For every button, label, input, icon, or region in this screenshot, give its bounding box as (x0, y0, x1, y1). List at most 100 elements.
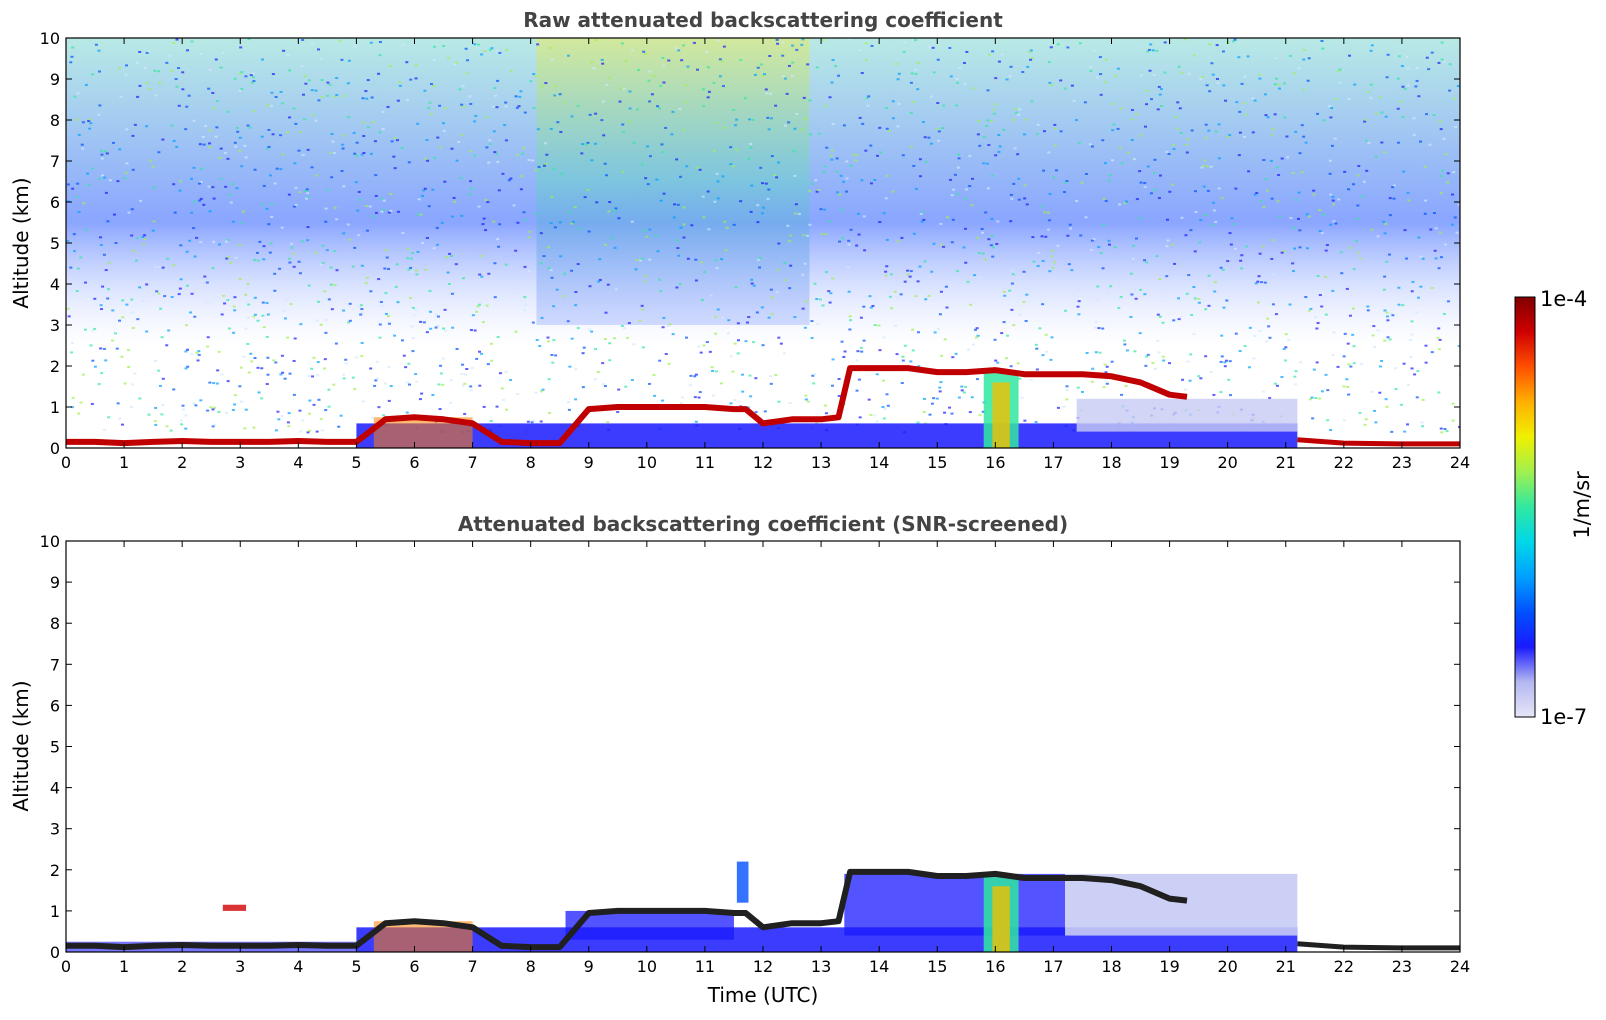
raw-noise-speckle (990, 217, 994, 220)
raw-noise-speckle (267, 128, 271, 131)
raw-noise-speckle (1157, 351, 1161, 354)
raw-noise-speckle (1336, 365, 1340, 368)
raw-noise-speckle (1423, 212, 1427, 215)
raw-noise-speckle (1305, 213, 1309, 216)
raw-noise-speckle (240, 71, 244, 74)
raw-noise-speckle (1427, 68, 1431, 71)
raw-noise-speckle (1420, 421, 1424, 424)
raw-noise-speckle (215, 382, 219, 385)
raw-noise-speckle (1224, 359, 1228, 362)
raw-noise-speckle (396, 210, 400, 213)
raw-noise-speckle (455, 61, 459, 64)
raw-noise-speckle (1209, 371, 1213, 374)
raw-noise-speckle (1273, 382, 1277, 385)
raw-noise-speckle (1000, 332, 1004, 335)
raw-noise-speckle (993, 338, 997, 341)
raw-noise-speckle (936, 101, 940, 104)
raw-noise-speckle (509, 379, 513, 382)
raw-noise-speckle (266, 373, 270, 376)
raw-noise-speckle (1111, 159, 1115, 162)
raw-noise-speckle (1174, 278, 1178, 281)
raw-noise-speckle (300, 240, 304, 243)
raw-noise-speckle (1012, 182, 1016, 185)
raw-noise-speckle (997, 133, 1001, 136)
raw-noise-speckle (125, 128, 129, 131)
raw-noise-speckle (1194, 210, 1198, 213)
raw-noise-speckle (487, 272, 491, 275)
raw-noise-speckle (238, 136, 242, 139)
raw-noise-speckle (699, 351, 703, 354)
raw-noise-speckle (1294, 383, 1298, 386)
raw-noise-speckle (429, 327, 433, 330)
raw-noise-speckle (992, 108, 996, 111)
raw-noise-speckle (1168, 190, 1172, 193)
raw-noise-speckle (770, 313, 774, 316)
raw-noise-speckle (239, 366, 243, 369)
raw-noise-speckle (1412, 134, 1416, 137)
raw-noise-speckle (1347, 393, 1351, 396)
raw-noise-speckle (1009, 65, 1013, 68)
raw-noise-speckle (1002, 321, 1006, 324)
raw-noise-speckle (1044, 333, 1048, 336)
raw-noise-speckle (939, 290, 943, 293)
raw-noise-speckle (325, 249, 329, 252)
screened-x-tick-label: 5 (351, 957, 361, 976)
raw-noise-speckle (1302, 88, 1306, 91)
raw-noise-speckle (420, 194, 424, 197)
raw-noise-speckle (311, 113, 315, 116)
raw-noise-speckle (765, 92, 769, 95)
raw-noise-speckle (299, 430, 303, 433)
raw-noise-speckle (387, 211, 391, 214)
raw-noise-speckle (1207, 129, 1211, 132)
raw-noise-speckle (416, 122, 420, 125)
raw-noise-speckle (246, 342, 250, 345)
raw-noise-speckle (441, 383, 445, 386)
raw-noise-speckle (650, 93, 654, 96)
raw-noise-speckle (326, 188, 330, 191)
raw-noise-speckle (757, 258, 761, 261)
raw-noise-speckle (70, 406, 74, 409)
raw-noise-speckle (535, 339, 539, 342)
raw-noise-speckle (756, 204, 760, 207)
raw-noise-speckle (736, 322, 740, 325)
raw-noise-speckle (321, 429, 325, 432)
raw-noise-speckle (903, 344, 907, 347)
raw-noise-speckle (233, 296, 237, 299)
raw-noise-speckle (993, 103, 997, 106)
raw-noise-speckle (1410, 333, 1414, 336)
raw-noise-speckle (1261, 390, 1265, 393)
raw-noise-speckle (407, 161, 411, 164)
raw-noise-speckle (1158, 174, 1162, 177)
raw-noise-speckle (1090, 380, 1094, 383)
raw-noise-speckle (945, 216, 949, 219)
raw-noise-speckle (1219, 360, 1223, 363)
raw-noise-speckle (141, 235, 145, 238)
raw-noise-speckle (823, 165, 827, 168)
raw-noise-speckle (531, 159, 535, 162)
raw-noise-speckle (75, 195, 79, 198)
raw-noise-speckle (1117, 306, 1121, 309)
raw-noise-speckle (443, 180, 447, 183)
raw-noise-speckle (912, 232, 916, 235)
raw-noise-speckle (606, 283, 610, 286)
raw-noise-speckle (1120, 162, 1124, 165)
raw-noise-speckle (81, 373, 85, 376)
raw-noise-speckle (238, 385, 242, 388)
raw-noise-speckle (1180, 216, 1184, 219)
raw-noise-speckle (308, 429, 312, 432)
raw-y-tick-label: 10 (40, 29, 60, 48)
raw-noise-speckle (776, 268, 780, 271)
raw-noise-speckle (111, 141, 115, 144)
raw-noise-speckle (447, 283, 451, 286)
raw-noise-speckle (479, 254, 483, 257)
raw-noise-speckle (823, 208, 827, 211)
raw-noise-speckle (713, 200, 717, 203)
raw-noise-speckle (791, 61, 795, 64)
raw-noise-speckle (829, 154, 833, 157)
raw-noise-speckle (1012, 118, 1016, 121)
raw-noise-speckle (937, 130, 941, 133)
raw-noise-speckle (1051, 249, 1055, 252)
raw-noise-speckle (960, 389, 964, 392)
raw-noise-speckle (763, 73, 767, 76)
raw-noise-speckle (1349, 365, 1353, 368)
